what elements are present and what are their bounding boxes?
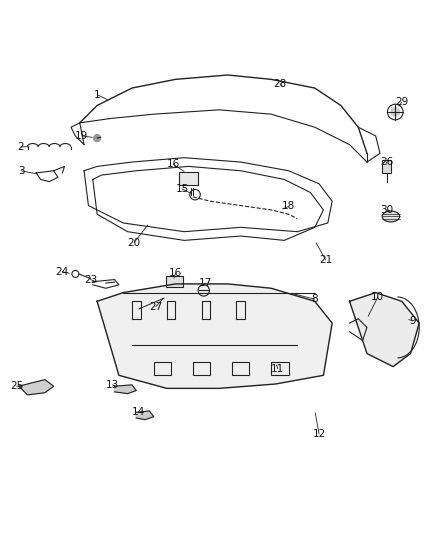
Polygon shape <box>19 379 53 395</box>
Text: 18: 18 <box>282 201 295 212</box>
Circle shape <box>94 135 101 142</box>
Text: 2: 2 <box>18 142 24 152</box>
Bar <box>154 362 171 375</box>
Text: 24: 24 <box>56 266 69 277</box>
Text: 19: 19 <box>75 131 88 141</box>
Polygon shape <box>115 385 136 393</box>
Text: 13: 13 <box>106 380 119 390</box>
Text: 15: 15 <box>175 184 189 194</box>
FancyBboxPatch shape <box>179 172 198 184</box>
Bar <box>271 362 289 375</box>
Text: 16: 16 <box>167 159 180 169</box>
Text: 30: 30 <box>380 205 393 215</box>
Text: 29: 29 <box>395 97 408 107</box>
Text: 3: 3 <box>18 166 24 176</box>
Text: 1: 1 <box>94 90 100 100</box>
Circle shape <box>391 108 399 116</box>
Text: 10: 10 <box>371 292 385 302</box>
Polygon shape <box>97 284 332 389</box>
Text: 25: 25 <box>10 381 23 391</box>
Text: 21: 21 <box>319 255 332 265</box>
Text: 20: 20 <box>127 238 141 247</box>
Text: 8: 8 <box>311 294 318 304</box>
Polygon shape <box>136 411 154 419</box>
Text: 16: 16 <box>169 268 182 278</box>
Bar <box>382 160 391 173</box>
Text: 14: 14 <box>132 407 145 417</box>
FancyBboxPatch shape <box>166 276 183 287</box>
Text: 23: 23 <box>84 274 97 285</box>
Bar <box>193 362 210 375</box>
Text: 17: 17 <box>198 278 212 288</box>
Text: 11: 11 <box>271 364 284 374</box>
Ellipse shape <box>382 211 399 222</box>
Polygon shape <box>350 293 419 367</box>
Text: 9: 9 <box>410 316 416 326</box>
Text: 12: 12 <box>312 429 326 439</box>
Text: 27: 27 <box>149 302 162 312</box>
Text: 28: 28 <box>273 79 286 88</box>
Bar <box>232 362 250 375</box>
Text: 26: 26 <box>380 157 393 167</box>
